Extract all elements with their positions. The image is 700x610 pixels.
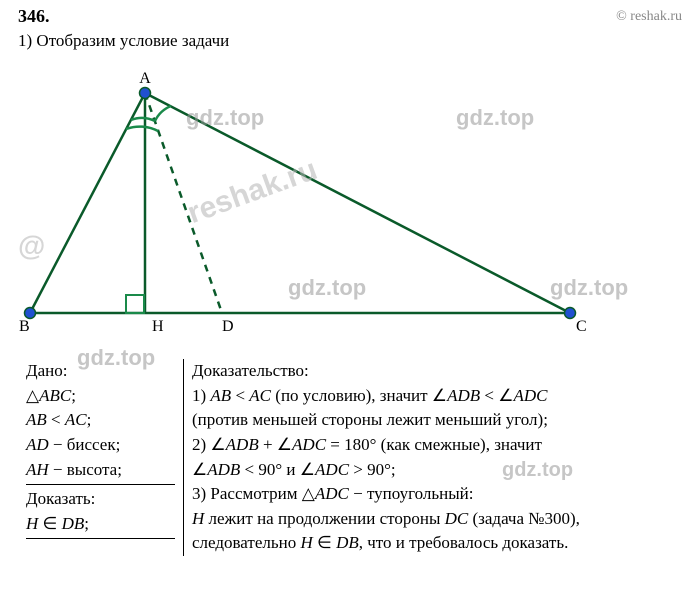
prove-title: Доказать: (26, 487, 175, 512)
given-l1: △ABC; (26, 384, 175, 409)
proof-3a: 3) Рассмотрим △ADC − тупоугольный: (192, 482, 690, 507)
given-l3: AD − биссек; (26, 433, 175, 458)
right-angle-marker (126, 295, 144, 313)
copyright-text: © reshak.ru (616, 9, 682, 25)
label-a: A (139, 70, 151, 87)
side-ac (145, 93, 570, 313)
header-row: 346. © reshak.ru (0, 0, 700, 29)
prove-line: H ∈ DB; (26, 512, 175, 537)
triangle-svg: A B C H D (0, 55, 700, 355)
label-d: D (222, 318, 234, 335)
point-c (565, 308, 576, 319)
problem-number: 346. (18, 6, 50, 27)
proof-3c: следовательно H ∈ DB, что и требовалось … (192, 531, 690, 556)
prove-divider (26, 538, 175, 539)
proof-title: Доказательство: (192, 359, 690, 384)
proof-2b: ∠ADB < 90° и ∠ADC > 90°; (192, 460, 396, 479)
proof-section: Дано: △ABC; AB < AC; AD − биссек; AH − в… (0, 359, 700, 556)
watermark-gdz-6: gdz.top (502, 456, 573, 485)
given-title: Дано: (26, 359, 175, 384)
proof-2b-row: ∠ADB < 90° и ∠ADC > 90°; gdz.top (192, 458, 690, 483)
proof-3b: H лежит на продолжении стороны DC (задач… (192, 507, 690, 532)
label-c: C (576, 318, 587, 335)
proof-1a: 1) AB < AC (по условию), значит ∠ADB < ∠… (192, 384, 690, 409)
point-a (140, 88, 151, 99)
given-l2: AB < AC; (26, 408, 175, 433)
label-h: H (152, 318, 164, 335)
side-ab (30, 93, 145, 313)
given-l4: AH − высота; (26, 458, 175, 483)
label-b: B (19, 318, 30, 335)
point-b (25, 308, 36, 319)
given-divider (26, 484, 175, 485)
angle-arc-2 (155, 106, 171, 121)
proof-column: Доказательство: 1) AB < AC (по условию),… (184, 359, 690, 556)
given-column: Дано: △ABC; AB < AC; AD − биссек; AH − в… (26, 359, 184, 556)
proof-1b: (против меньшей стороны лежит меньший уг… (192, 408, 690, 433)
step-1-text: 1) Отобразим условие задачи (0, 29, 700, 51)
angle-arc-3 (126, 127, 158, 131)
angle-arc-1 (131, 118, 155, 121)
proof-2a: 2) ∠ADB + ∠ADC = 180° (как смежные), зна… (192, 433, 690, 458)
geometry-figure: A B C H D gdz.top gdz.top gdz.top gdz.to… (0, 55, 700, 355)
